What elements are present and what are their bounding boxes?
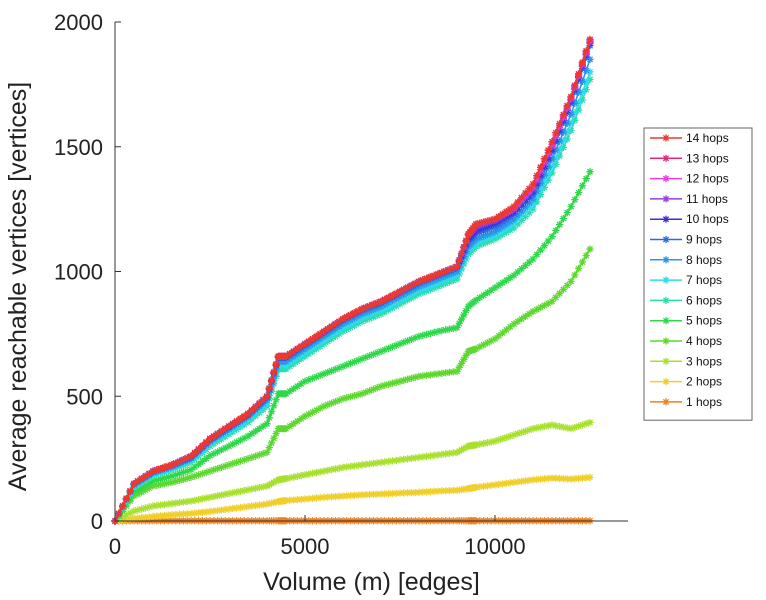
legend-label: 13 hops: [686, 151, 729, 165]
legend-item: 12 hops: [650, 172, 729, 186]
legend-marker: [662, 276, 670, 284]
y-tick-label: 0: [91, 509, 103, 534]
legend-marker: [662, 215, 670, 223]
series-line: [114, 42, 591, 522]
y-axis-label: Average reachable vertices [vertices]: [4, 82, 32, 491]
legend-label: 7 hops: [686, 273, 722, 287]
series-line: [114, 40, 591, 522]
series-markers: [111, 35, 594, 525]
legend-item: 9 hops: [650, 233, 722, 247]
legend-item: 14 hops: [650, 131, 729, 145]
legend-item: 10 hops: [650, 212, 729, 226]
series-line: [114, 39, 591, 522]
legend-marker: [662, 175, 670, 183]
legend-marker: [662, 154, 670, 162]
legend-marker: [662, 256, 670, 264]
legend-item: 2 hops: [650, 375, 722, 389]
legend-label: 14 hops: [686, 131, 729, 145]
legend-item: 6 hops: [650, 293, 722, 307]
legend-label: 11 hops: [686, 192, 728, 206]
legend-item: 8 hops: [650, 253, 722, 267]
series-line: [114, 59, 591, 522]
series-13-hops: [111, 35, 594, 525]
x-tick-label: 0: [109, 534, 121, 559]
legend-marker: [662, 337, 670, 345]
series-5-hops: [111, 168, 594, 525]
legend-marker: [662, 357, 670, 365]
series-markers: [111, 42, 594, 525]
legend-marker: [662, 398, 670, 406]
legend-label: 6 hops: [686, 293, 722, 307]
series-markers: [111, 37, 594, 525]
legend-item: 4 hops: [650, 334, 722, 348]
series-line: [114, 41, 591, 522]
legend-label: 8 hops: [686, 253, 722, 267]
plot-area: [111, 35, 594, 525]
legend: 14 hops 13 hops 12 hops 11 hops 10 hops 9 hop…: [643, 127, 753, 421]
series-markers: [111, 39, 594, 525]
legend-marker: [662, 317, 670, 325]
legend-item: 13 hops: [650, 151, 729, 165]
series-markers: [111, 35, 594, 525]
legend-item: 3 hops: [650, 354, 722, 368]
legend-label: 12 hops: [686, 172, 729, 186]
axes: 0 500 1000 1500 2000 0 5000 10000: [54, 10, 628, 559]
legend-label: 1 hops: [686, 395, 722, 409]
series-9-hops: [111, 42, 594, 525]
legend-label: 2 hops: [686, 375, 722, 389]
legend-marker: [662, 195, 670, 203]
series-14-hops: [111, 35, 594, 525]
series-line: [114, 71, 591, 522]
series-11-hops: [111, 38, 594, 525]
series-line: [114, 45, 591, 522]
x-tick-label: 10000: [464, 534, 525, 559]
legend-label: 10 hops: [686, 212, 729, 226]
x-tick-label: 5000: [281, 534, 330, 559]
x-axis-label: Volume (m) [edges]: [263, 568, 480, 596]
y-tick-label: 1000: [54, 260, 103, 285]
y-tick-label: 2000: [54, 10, 103, 35]
series-8-hops: [111, 55, 594, 525]
legend-marker: [662, 235, 670, 244]
legend-marker: [662, 134, 670, 142]
legend-item: 5 hops: [650, 314, 722, 328]
legend-marker: [662, 296, 670, 304]
series-line: [114, 39, 591, 522]
series-markers: [111, 55, 594, 525]
legend-label: 9 hops: [686, 233, 722, 247]
legend-label: 4 hops: [686, 334, 722, 348]
y-tick-label: 1500: [54, 135, 103, 160]
series-line: [114, 79, 591, 522]
y-tick-label: 500: [66, 384, 103, 409]
series-10-hops: [111, 39, 594, 525]
legend-box: [643, 127, 753, 421]
legend-item: 11 hops: [650, 192, 728, 206]
legend-label: 3 hops: [686, 354, 722, 368]
legend-item: 1 hops: [650, 395, 722, 409]
legend-marker: [662, 378, 670, 386]
series-markers: [111, 38, 594, 525]
legend-label: 5 hops: [686, 314, 722, 328]
legend-item: 7 hops: [650, 273, 722, 287]
series-12-hops: [111, 37, 594, 525]
